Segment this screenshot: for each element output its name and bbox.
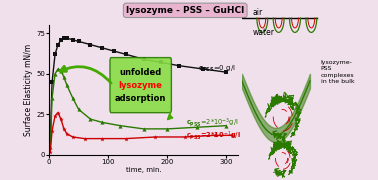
Text: adsorption: adsorption: [115, 94, 166, 103]
Text: time, min.: time, min.: [126, 167, 161, 173]
Text: lysozyme - PSS – GuHCl: lysozyme - PSS – GuHCl: [126, 6, 244, 15]
Y-axis label: Surface Elasticity mN/m: Surface Elasticity mN/m: [24, 44, 33, 136]
FancyBboxPatch shape: [110, 58, 171, 113]
Text: lysozyme-
PSS
complexes
in the bulk: lysozyme- PSS complexes in the bulk: [321, 60, 355, 84]
Text: $\mathbf{c_{PSS}}$=2*10$^{-3}$g/l: $\mathbf{c_{PSS}}$=2*10$^{-3}$g/l: [186, 116, 239, 129]
Text: lysozyme: lysozyme: [119, 81, 163, 90]
Text: unfolded: unfolded: [119, 68, 162, 77]
Text: air: air: [253, 8, 263, 17]
Text: water: water: [253, 28, 275, 37]
Text: $\mathbf{c_{PSS}}$=0 g/l: $\mathbf{c_{PSS}}$=0 g/l: [198, 64, 236, 74]
Text: $\mathbf{c_{PSS}}$=2*10$^{-1}$g/l: $\mathbf{c_{PSS}}$=2*10$^{-1}$g/l: [186, 129, 241, 142]
